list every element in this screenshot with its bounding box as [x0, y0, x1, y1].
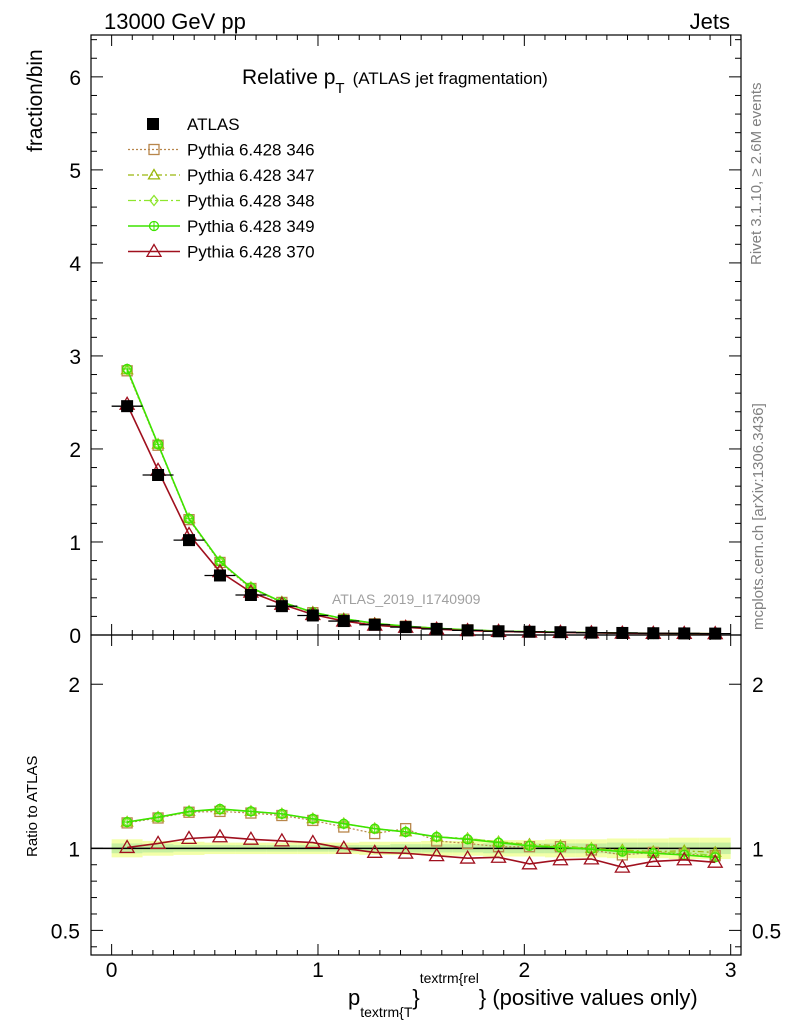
title-subscript: T [335, 80, 344, 97]
data-point [523, 625, 536, 638]
xlabel-superscript: textrm{rel [420, 970, 479, 986]
y-tick-label: 1 [69, 532, 81, 555]
ratio-y-tick-label: 1 [68, 838, 80, 861]
ratio-series-4-point [583, 850, 600, 865]
xlabel-main: p [348, 985, 360, 1010]
curves [111, 363, 731, 873]
ratio-series-4-point [521, 855, 538, 870]
y-tick-label: 2 [69, 439, 81, 462]
legend-label-1: Pythia 6.428 347 [187, 166, 315, 185]
legend-marker-4 [145, 243, 163, 258]
ratio-series-4-point [707, 854, 724, 868]
xlabel-brace: } [412, 985, 419, 1010]
ratio-series-4-point [366, 844, 383, 858]
ratio-y-tick-label: 0.5 [51, 920, 80, 943]
data-point [368, 618, 381, 631]
mcplots-label: mcplots.cern.ch [arXiv:1306.3436] [750, 403, 767, 630]
data-point [492, 625, 505, 638]
x-tick-label: 2 [518, 959, 530, 982]
legend-label-3: Pythia 6.428 349 [187, 217, 315, 236]
ratio-series-4-point [459, 849, 476, 864]
rivet-label: Rivet 3.1.10, ≥ 2.6M events [748, 83, 765, 266]
energy-label: 13000 GeV pp [104, 9, 246, 34]
legend-data-marker [147, 118, 159, 130]
axes: 0 1 2 3 0 1 2 3 4 5 6 0.5 0.5 1 1 2 2 [51, 34, 781, 982]
ratio-y-tick-label-right: 0.5 [752, 920, 781, 943]
ratio-xlabel: ptextrm{T}textrm{rel} (positive values o… [348, 970, 698, 1020]
ratio-series-4-point [552, 851, 569, 866]
data-point [213, 569, 226, 582]
ratio-series-2-point [215, 803, 225, 816]
ratio-series-4-point [645, 853, 662, 868]
ratio-series-4-point [614, 858, 631, 873]
xlabel-rest: } (positive values only) [479, 985, 698, 1010]
ratio-series-4-point [428, 847, 445, 862]
main-series-2-point [122, 363, 132, 376]
data-point [585, 626, 598, 639]
data-point [244, 589, 257, 601]
legend-marker-0 [148, 143, 160, 156]
data-point [275, 600, 288, 613]
ratio-series-4-point [304, 834, 321, 849]
legend-label-4: Pythia 6.428 370 [187, 243, 315, 262]
ratio-series-3-line [126, 808, 716, 859]
data-point [337, 615, 350, 628]
data-point [678, 627, 691, 640]
y-tick-label: 3 [69, 346, 81, 369]
ratio-y-tick-label: 2 [68, 674, 80, 697]
data-point [647, 627, 660, 640]
title-extra: (ATLAS jet fragmentation) [353, 69, 548, 88]
ratio-ylabel: Ratio to ATLAS [24, 756, 41, 857]
ratio-series-4-point [490, 849, 507, 863]
data-point [152, 469, 165, 481]
ratio-series-4-point [149, 835, 167, 849]
legend-label-2: Pythia 6.428 348 [187, 192, 315, 211]
plot-title: Relative pT (ATLAS jet fragmentation) [242, 66, 548, 97]
ratio-series-4-point [242, 831, 260, 845]
data-point [399, 621, 412, 634]
x-tick-label: 1 [312, 959, 324, 982]
y-tick-label: 5 [69, 160, 81, 183]
data-point [121, 400, 134, 413]
data-point [616, 626, 629, 639]
legend-label-0: Pythia 6.428 346 [187, 141, 315, 160]
analysis-watermark: ATLAS_2019_I1740909 [332, 591, 481, 607]
ratio-series-4-point [397, 844, 414, 859]
data-point [461, 624, 474, 637]
ratio-series-4-point [676, 851, 693, 866]
ratio-series-4-point [211, 828, 229, 843]
ratio-series-4-point [180, 830, 198, 845]
title-main: Relative p [242, 66, 335, 89]
y-tick-label: 6 [69, 67, 81, 90]
legend-marker-2 [149, 194, 159, 207]
main-ylabel: fraction/bin [24, 49, 47, 152]
y-tick-label: 4 [69, 253, 81, 276]
data-point [430, 622, 443, 635]
legend: ATLAS Pythia 6.428 346 Pythia 6.428 347 Pyt… [128, 115, 315, 262]
x-tick-label: 3 [725, 959, 737, 982]
ratio-series-4-line [127, 836, 716, 869]
legend-data-label: ATLAS [187, 115, 240, 134]
data-point [554, 626, 567, 639]
data-point [183, 534, 196, 547]
ratio-series-4-point [118, 839, 136, 854]
data-point [306, 609, 319, 622]
ratio-series-4-point [273, 832, 291, 847]
ratio-frame [90, 634, 742, 956]
data-point [709, 627, 722, 640]
x-tick-label: 0 [106, 959, 118, 982]
ratio-y-tick-label-right: 1 [752, 838, 764, 861]
y-tick-label: 0 [69, 625, 81, 648]
xlabel-subscript: textrm{T [360, 1004, 413, 1020]
ratio-series-4-point [335, 840, 352, 854]
process-label: Jets [690, 9, 730, 34]
ratio-y-tick-label-right: 2 [752, 674, 764, 697]
legend-marker-1 [147, 168, 161, 180]
